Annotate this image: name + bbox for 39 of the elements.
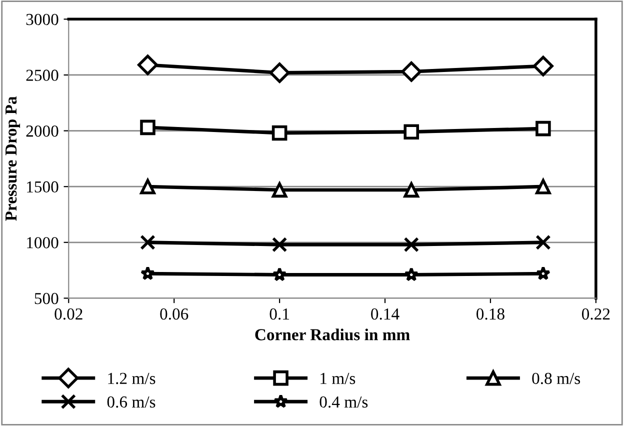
y-tick-label: 1500 (27, 181, 58, 193)
point (401, 61, 422, 82)
point (536, 266, 551, 280)
point (404, 124, 420, 140)
point (140, 234, 156, 250)
point (140, 266, 156, 280)
point (272, 236, 288, 252)
legend-label: 0.4 m/s (320, 396, 368, 408)
y-tick-label: 3000 (26, 14, 58, 26)
point (138, 54, 158, 76)
point (272, 182, 288, 198)
y-tick-label: 500 (34, 292, 58, 304)
point (536, 234, 551, 250)
point (536, 120, 551, 136)
point (269, 62, 290, 83)
point (536, 178, 551, 194)
y-tick-label: 2500 (26, 70, 58, 81)
x-tick-label: 0.22 (582, 308, 610, 320)
point (404, 267, 419, 282)
point (140, 178, 156, 194)
point (404, 236, 420, 252)
x-tick-label: 0.02 (54, 308, 82, 320)
point (272, 267, 287, 282)
legend-label: 0.8 m/s (532, 372, 580, 384)
y-axis-title: Pressure Drop Pa (6, 96, 20, 221)
y-tick-label: 1000 (27, 237, 58, 248)
point (532, 56, 554, 76)
x-tick-label: 0.06 (160, 308, 188, 320)
legend-label: 0.6 m/s (107, 396, 156, 408)
point (272, 125, 288, 141)
legend-label: 1 m/s (320, 372, 356, 384)
point (404, 182, 420, 198)
x-tick-label: 0.1 (270, 308, 289, 320)
x-axis-title: Corner Radius in mm (255, 328, 410, 340)
point (140, 120, 156, 136)
y-tick-label: 2000 (26, 125, 58, 137)
x-tick-label: 0.18 (476, 308, 504, 320)
legend-label: 1.2 m/s (108, 372, 156, 384)
x-tick-label: 0.14 (371, 308, 400, 320)
